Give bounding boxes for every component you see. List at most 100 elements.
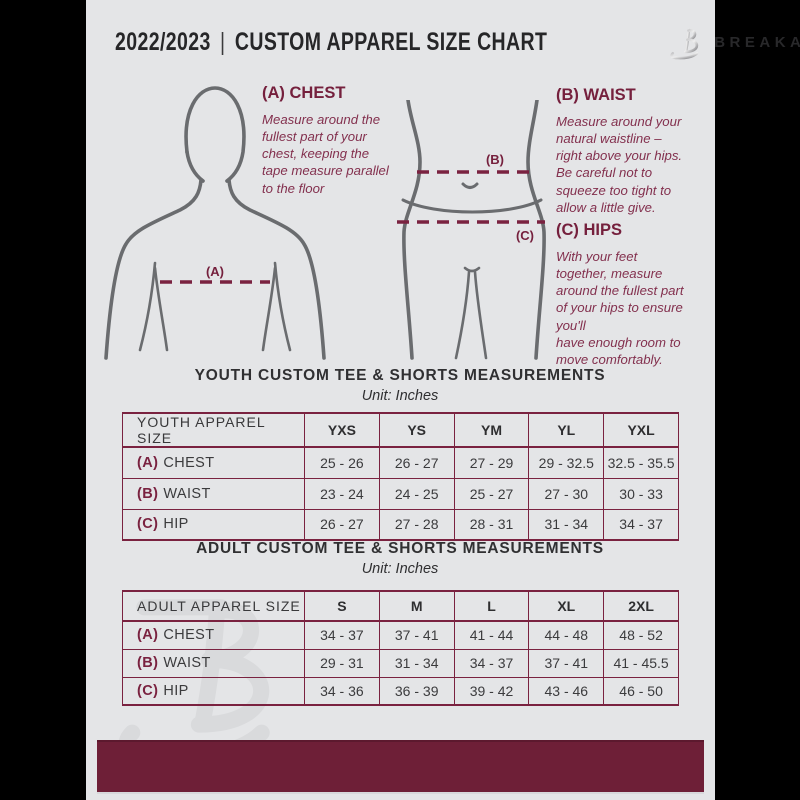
row-label: HIP: [163, 682, 189, 699]
cell: 32.5 - 35.5: [603, 446, 679, 479]
cell: 44 - 48: [528, 620, 605, 650]
table-header-row: YOUTH APPAREL SIZE YXS YS YM YL YXL: [122, 412, 679, 448]
right-armpit: [273, 261, 292, 352]
cell: 41 - 45.5: [603, 648, 679, 678]
waist-instructions: (B) WAIST Measure around your natural wa…: [556, 86, 711, 216]
hip-curve: [401, 198, 543, 214]
cell: 48 - 52: [603, 620, 679, 650]
right-armpit-branch: [261, 266, 277, 352]
waist-description: Measure around your natural waistline – …: [556, 114, 683, 215]
row-label: HIP: [163, 516, 189, 533]
navel-mark: [461, 182, 479, 189]
cell: 24 - 25: [378, 477, 455, 510]
cell: 25 - 26: [304, 446, 380, 479]
left-armpit: [138, 261, 157, 352]
breakaway-b-logo-icon: [669, 23, 703, 61]
cell: 23 - 24: [304, 477, 380, 510]
table-row: (A) CHEST 25 - 26 26 - 27 27 - 29 29 - 32…: [122, 446, 679, 479]
lower-body-outline-icon: (B) (C): [397, 100, 546, 360]
size-col-yxs: YXS: [304, 412, 380, 448]
adult-size-table: ADULT APPAREL SIZE S M L XL 2XL (A) CHEST…: [122, 590, 679, 706]
head-outline-left: [185, 150, 205, 183]
youth-unit-label: Unit: Inches: [361, 388, 439, 404]
waist-marker-label: (B): [486, 152, 504, 167]
left-inner-leg: [454, 270, 471, 360]
upper-body-outline-icon: (A): [104, 86, 326, 360]
cell: 29 - 32.5: [528, 446, 605, 479]
table-row: (A) CHEST 34 - 37 37 - 41 41 - 44 44 - 48…: [122, 620, 679, 650]
chest-instructions: (A) CHEST Measure around the fullest par…: [262, 84, 424, 197]
size-col-yxl: YXL: [603, 412, 679, 448]
size-col-xl: XL: [528, 590, 605, 622]
right-torso-side: [526, 100, 546, 360]
cell: 37 - 41: [378, 620, 455, 650]
adult-unit-label: Unit: Inches: [361, 561, 439, 577]
row-marker: (C): [137, 682, 159, 699]
upper-body-figure: (A): [104, 82, 326, 362]
cell: 34 - 36: [304, 676, 380, 706]
adult-table-title: ADULT CUSTOM TEE & SHORTS MEASUREMENTS: [196, 540, 604, 557]
hips-heading: (C) HIPS: [556, 221, 622, 239]
waist-heading: (B) WAIST: [556, 86, 636, 104]
left-armpit-branch: [153, 266, 169, 352]
right-inner-leg: [473, 270, 488, 360]
cell: 31 - 34: [528, 508, 605, 541]
cell: 34 - 37: [453, 648, 530, 678]
brand-name: BREAKAWAY: [714, 33, 800, 51]
head-outline: [184, 86, 246, 183]
cell: 28 - 31: [453, 508, 530, 541]
hips-instructions: (C) HIPS With your feet together, measur…: [556, 221, 711, 368]
table-row: (C) HIP 34 - 36 36 - 39 39 - 42 43 - 46 4…: [122, 676, 679, 706]
chest-heading: (A) CHEST: [262, 84, 346, 102]
adult-section-title: ADULT CUSTOM TEE & SHORTS MEASUREMENTS U…: [122, 540, 678, 577]
size-col-ys: YS: [378, 412, 455, 448]
row-label: CHEST: [163, 454, 215, 471]
page-header: 2022/2023 | CUSTOM APPAREL SIZE CHART BREA…: [115, 20, 800, 64]
size-col-yl: YL: [528, 412, 605, 448]
brand-lockup: BREAKAWAY: [669, 23, 800, 61]
page-title: 2022/2023 | CUSTOM APPAREL SIZE CHART: [115, 28, 547, 57]
letterbox-left: [0, 0, 86, 800]
chest-description: Measure around the fullest part of your …: [262, 112, 389, 196]
table-row: (C) HIP 26 - 27 27 - 28 28 - 31 31 - 34 3…: [122, 508, 679, 541]
row-marker: (A): [137, 454, 159, 471]
cell: 30 - 33: [603, 477, 679, 510]
size-col-2xl: 2XL: [603, 590, 679, 622]
footer-accent-bar: [97, 740, 704, 792]
youth-table-title: YOUTH CUSTOM TEE & SHORTS MEASUREMENTS: [194, 367, 606, 384]
youth-size-header: YOUTH APPAREL SIZE: [122, 412, 305, 448]
table-row: (B) WAIST 29 - 31 31 - 34 34 - 37 37 - 41…: [122, 648, 679, 678]
cell: 25 - 27: [453, 477, 530, 510]
hips-marker-label: (C): [516, 228, 534, 243]
youth-section-title: YOUTH CUSTOM TEE & SHORTS MEASUREMENTS U…: [122, 367, 678, 404]
cell: 27 - 29: [453, 446, 530, 479]
crotch-cap: [463, 266, 481, 273]
size-col-ym: YM: [453, 412, 530, 448]
cell: 36 - 39: [378, 676, 455, 706]
cell: 26 - 27: [304, 508, 380, 541]
title-divider: |: [220, 27, 226, 56]
lower-body-figure: (B) (C): [395, 100, 565, 360]
table-header-row: ADULT APPAREL SIZE S M L XL 2XL: [122, 590, 679, 622]
size-col-m: M: [378, 590, 455, 622]
cell: 27 - 28: [378, 508, 455, 541]
size-chart-page: 2022/2023 | CUSTOM APPAREL SIZE CHART BREA…: [86, 0, 800, 800]
cell: 26 - 27: [378, 446, 455, 479]
size-col-s: S: [304, 590, 380, 622]
row-label: CHEST: [163, 627, 215, 644]
cell: 34 - 37: [304, 620, 380, 650]
cell: 41 - 44: [453, 620, 530, 650]
cell: 27 - 30: [528, 477, 605, 510]
row-marker: (C): [137, 516, 159, 533]
cell: 46 - 50: [603, 676, 679, 706]
cell: 34 - 37: [603, 508, 679, 541]
right-shoulder-arm: [227, 178, 326, 360]
chest-marker-label: (A): [206, 264, 224, 279]
left-torso-side: [402, 100, 422, 360]
size-col-l: L: [453, 590, 530, 622]
adult-size-header: ADULT APPAREL SIZE: [122, 590, 305, 622]
row-label: WAIST: [163, 655, 211, 671]
cell: 31 - 34: [378, 648, 455, 678]
chart-title: CUSTOM APPAREL SIZE CHART: [234, 27, 548, 56]
table-row: (B) WAIST 23 - 24 24 - 25 25 - 27 27 - 30…: [122, 477, 679, 510]
